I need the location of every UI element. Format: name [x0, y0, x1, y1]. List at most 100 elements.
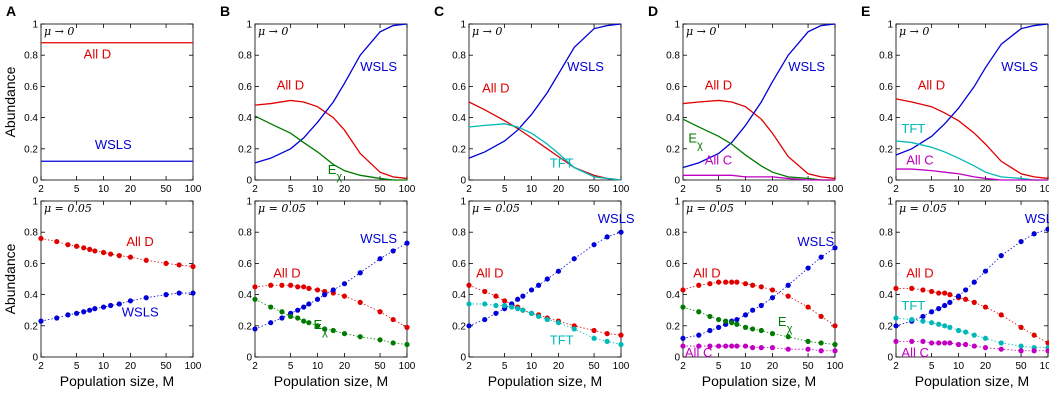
panel-a-row2-series-all-d-point: [143, 257, 149, 263]
panel-e-row2-series-all-d-point: [929, 288, 935, 295]
panel-c-row2-ytick-label: 0.2: [452, 321, 466, 332]
panel-b-row2-series-e-chi-point: [288, 313, 294, 320]
panel-a-row1-ytick-label: 0.8: [24, 51, 38, 62]
panel-d-row2-series-all-c-point: [818, 348, 824, 354]
panel-d-row1-ytick-label: 0.8: [666, 51, 680, 62]
panel-d-row2-xtick-label: 2: [680, 361, 686, 372]
panel-c-row2-series-wsls-label: WSLS: [598, 211, 635, 226]
panel-a-row2-series-all-d-point: [87, 246, 93, 252]
panel-a-row2-series-wsls-point: [143, 295, 149, 301]
panel-b-row1-ytick-label: 0: [246, 176, 252, 187]
panel-c-row2-series-tft-point: [555, 320, 562, 326]
panel-a-row1-xtick-label: 10: [98, 184, 110, 195]
panel-e-row2-series-all-d-point: [909, 285, 915, 291]
panel-b-row2-series-wsls-point: [330, 287, 336, 293]
panel-a-row2-series-wsls-point: [54, 315, 60, 321]
panel-d-row1-series-all-d-line: [682, 99, 836, 180]
panel-c-row1-ytick-label: 0: [460, 176, 466, 187]
panel-b-row1-series-wsls-label: WSLS: [360, 59, 397, 74]
panel-b-row2-xtick-label: 5: [288, 361, 294, 372]
panel-c-row2-series-all-d-point: [466, 282, 472, 288]
panel-c-row2-series-tft-point: [466, 301, 472, 307]
panel-b-row2-series-all-d-point: [252, 284, 258, 290]
panel-e-row2-series-wsls-point: [893, 323, 899, 329]
panel-d-row2-xlabel: Population size, M: [702, 373, 816, 389]
panel-e-row2-series-tft-point: [920, 318, 926, 324]
panel-d-row2-series-all-d-point: [696, 282, 702, 288]
panel-a-row2-series-wsls-point: [127, 298, 134, 304]
panel-c-row2-ytick-label: 0.4: [452, 290, 466, 301]
panel-b-row2-series-e-chi-point: [390, 340, 396, 346]
panel-d-row2-series-all-d-point: [832, 323, 838, 329]
panel-e-row1-series-all-d-line: [895, 98, 1049, 180]
panel-c-row2-series-wsls-point: [493, 310, 499, 316]
panel-c-row1-series-tft-line: [468, 123, 622, 181]
panel-e-row1-xtick-label: 50: [1016, 184, 1028, 195]
panel-c-row2-series-all-d-label: All D: [476, 265, 503, 280]
panel-c-row2-ytick-label: 0: [460, 353, 466, 364]
panel-d-row2-series-e-chi-point: [729, 320, 735, 326]
panel-b-row2-series-e-chi-point: [306, 320, 312, 326]
panel-d-row2-ytick-label: 0.8: [666, 228, 680, 239]
panel-a-row2-series-all-d-point: [92, 248, 98, 254]
panel-a-row2-xtick-label: 100: [185, 361, 202, 372]
panel-d-row2-series-all-d-point: [723, 279, 729, 285]
panel-a-row1-ytick-label: 0: [32, 176, 38, 187]
panel-b-row2-series-wsls-point: [268, 320, 274, 326]
panel-e-row2-frame: [895, 200, 1049, 358]
panel-e-row2-series-tft-point: [971, 332, 977, 338]
panel-d-row2-series-all-d-point: [750, 282, 756, 288]
panel-d-row1-frame: [682, 23, 836, 181]
panel-d-row2-series-wsls-point: [696, 332, 702, 338]
panel-c-row2-series-tft-point: [482, 301, 488, 307]
panel-c-row2-xtick-label: 10: [526, 361, 538, 372]
panel-b-row2-xtick-label: 10: [312, 361, 324, 372]
panel-e-row2-series-tft-point: [909, 316, 915, 323]
panel-a-row2-mu-label: μ = 0.05: [44, 202, 92, 215]
panel-e-row2-series-wsls-point: [947, 299, 953, 305]
panel-e-row1-xtick-label: 100: [1040, 184, 1049, 195]
panel-a-row2-series-all-d-point: [100, 249, 107, 256]
panel-a-row2-series-wsls-label: WSLS: [122, 304, 159, 319]
panel-b-row1-series-all-d-label: All D: [277, 78, 304, 93]
panel-a-row2-series-wsls-point: [190, 290, 196, 296]
panel-a-row2-series-wsls-point: [116, 301, 122, 307]
panel-c-row2-series-tft-point: [493, 302, 499, 309]
panel-b-row2-series-wsls-point: [357, 270, 363, 276]
panel-a-row2-xtick-label: 10: [98, 361, 110, 372]
panel-b-row2-xtick-label: 2: [252, 361, 258, 372]
panel-e-row2-series-tft-point: [1018, 343, 1024, 349]
panel-d-row2-series-e-chi-point: [818, 340, 824, 346]
panel-b-row2-series-all-d-point: [268, 282, 274, 288]
panel-a-row2-xlabel: Population size, M: [60, 373, 174, 389]
panel-d-row2-series-e-chi-point: [680, 304, 686, 310]
panel-d-row1-ytick-label: 0.4: [666, 113, 680, 124]
panel-letter-d: D: [648, 3, 658, 19]
panel-a-row2-series-all-d-point: [108, 251, 114, 257]
panel-d-row2-series-e-chi-point: [696, 309, 702, 315]
panel-letter-a: A: [6, 3, 16, 19]
panel-b-row2-series-wsls-point: [295, 307, 301, 313]
panel-c-row2-series-tft-point: [591, 335, 597, 341]
panel-c-row1-ytick-label: 0.2: [452, 144, 466, 155]
panel-a-row2-series-wsls-point: [176, 290, 182, 296]
panel-c-row1-xtick-label: 20: [553, 184, 565, 195]
panel-b-row2-series-all-d-point: [288, 282, 294, 288]
panel-d-row2-series-all-d-point: [758, 284, 764, 290]
panel-a-row2-series-all-d-label: All D: [126, 234, 153, 249]
panel-d-row1-xtick-label: 100: [827, 184, 844, 195]
panel-e-row2-series-wsls-point: [963, 287, 969, 293]
panel-b-row2-series-wsls-point: [341, 281, 348, 287]
panel-c-row2-series-tft-trend: [469, 303, 622, 345]
panel-e-row2-ytick-label: 1: [887, 197, 893, 208]
panel-c-row2-series-tft-point: [502, 302, 508, 309]
panel-e-row1-series-wsls-label: WSLS: [1001, 59, 1038, 74]
panel-c-row2-frame: [468, 200, 622, 358]
panel-b-row2-series-all-d-point: [390, 316, 396, 323]
panel-b-row2-series-all-d-point: [404, 324, 410, 330]
panel-d-row2-series-e-chi-point: [785, 334, 791, 340]
panel-b-row2-ytick-label: 0.4: [238, 290, 252, 301]
panel-e-row1-series-all-c-line: [896, 168, 1048, 181]
panel-d-row2-series-e-chi-point: [805, 338, 811, 344]
panel-e-row1-xtick-label: 20: [980, 184, 992, 195]
